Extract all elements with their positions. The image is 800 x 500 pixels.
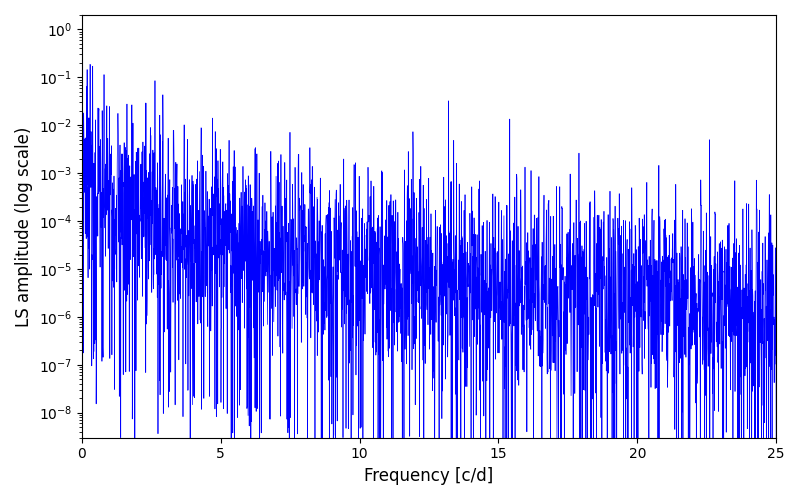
X-axis label: Frequency [c/d]: Frequency [c/d] [364, 467, 494, 485]
Y-axis label: LS amplitude (log scale): LS amplitude (log scale) [15, 126, 33, 326]
